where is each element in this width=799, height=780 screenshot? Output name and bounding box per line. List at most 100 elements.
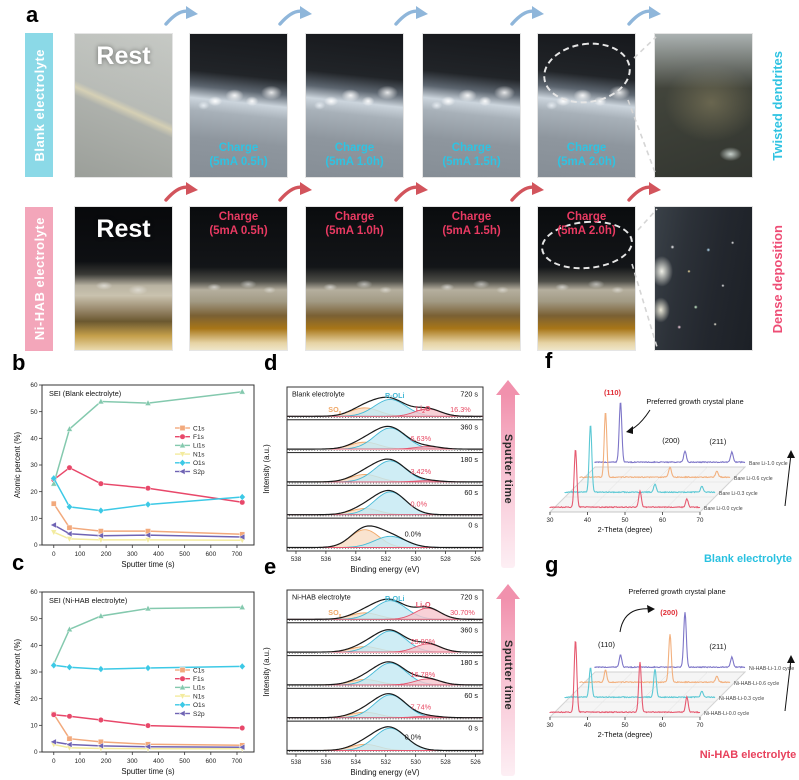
- micrograph-nihab-charge-15h: Charge (5mA 1.5h): [423, 207, 520, 350]
- micrograph-nihab-charge-05h: Charge (5mA 0.5h): [190, 207, 287, 350]
- marker-diamond: [238, 493, 246, 501]
- marker-triangle-up: [50, 480, 58, 487]
- marker-circle: [145, 485, 151, 492]
- marker-diamond: [97, 506, 105, 515]
- charge-step-arrowhead-icon: [186, 182, 198, 195]
- marker-square: [66, 524, 73, 531]
- sputter-time-label: Sputter time: [502, 433, 514, 505]
- peak-label-(110): (110): [604, 388, 622, 397]
- xrd-trace-label: Ni-HAB-Li-0.6 cycle: [734, 681, 779, 687]
- x-axis-label: 2-Theta (degree): [598, 525, 653, 534]
- micrograph-caption: Charge (5mA 1.0h): [325, 142, 384, 169]
- legend-label-F1s: F1s: [193, 434, 205, 441]
- x-tick-label: 530: [411, 759, 422, 766]
- legend-label-Li1s: Li1s: [193, 685, 206, 692]
- sputter-time-arrow: Sputter time: [496, 380, 520, 568]
- xps-blank: 720 s 16.3% 360 s 6.63% 180 s 3.42% 60 s 0.0% 0 …: [262, 386, 484, 574]
- micrograph-nihab-zoom: [655, 207, 752, 350]
- marker-square: [66, 735, 73, 742]
- legend-label-C1s: C1s: [193, 425, 205, 432]
- marker-circle: [97, 480, 104, 487]
- marker-triangle-left: [144, 743, 151, 750]
- sputter-time-label: Sputter time: [502, 639, 514, 711]
- arrow-up-icon: [496, 584, 520, 599]
- x-tick-label: 528: [440, 759, 451, 766]
- x-tick-label: 500: [179, 551, 190, 558]
- xps-percent: 16.3%: [450, 405, 471, 414]
- marker-triangle-up: [179, 683, 186, 691]
- xps-time-label: 0 s: [468, 521, 478, 530]
- xps-envelope: [287, 525, 483, 549]
- x-tick-label: 538: [291, 759, 302, 766]
- marker-triangle-left: [65, 530, 73, 538]
- peak-label-(211): (211): [709, 437, 726, 446]
- marker-diamond: [179, 701, 186, 709]
- legend-label-S2p: S2p: [193, 469, 205, 476]
- marker-square: [98, 528, 104, 534]
- micrograph-blank-zoom: [655, 34, 752, 177]
- xps-envelope: [287, 629, 483, 653]
- x-tick-label: 400: [153, 758, 164, 765]
- label-Li2O: Li2O: [416, 404, 431, 415]
- chart-sei-blank: 0 100 200 300 400 500 600 700 0 10 20 30 40 50 60 Sputt…: [13, 382, 255, 569]
- preferred-plane-annotation: Preferred growth crystal plane: [628, 587, 725, 596]
- xrd-floor-grid: [699, 671, 746, 718]
- charge-step-arrowhead-icon: [186, 6, 198, 19]
- x-axis-label: 2-Theta (degree): [598, 730, 653, 739]
- xps-percent: 23.90%: [410, 637, 435, 646]
- x-tick-label: 0: [52, 551, 56, 558]
- marker-triangle-left: [178, 468, 186, 475]
- x-tick-label: 538: [291, 556, 302, 563]
- x-tick-label: 50: [622, 722, 629, 729]
- charge-step-arrowhead-icon: [649, 182, 661, 195]
- y-tick-label: 50: [30, 409, 38, 416]
- peak-label-(110): (110): [598, 640, 615, 649]
- x-tick-label: 700: [232, 551, 243, 558]
- cycle-direction-arrow: [784, 658, 792, 712]
- panel-label-e: e: [264, 554, 277, 579]
- marker-triangle-left: [50, 738, 57, 746]
- xrd-floor-grid: [549, 466, 596, 513]
- xps-percent: 0.0%: [410, 500, 427, 509]
- charge-step-arrowhead-icon: [649, 6, 661, 19]
- micrograph-caption: Charge (5mA 1.5h): [442, 211, 501, 237]
- marker-circle: [66, 713, 73, 720]
- xps-percent: 30.70%: [450, 608, 475, 617]
- xps-percent: 0.0%: [405, 530, 422, 539]
- xrd-trace-Ni-HAB-Li-0.6 cycle: [579, 634, 731, 684]
- panel-label-f: f: [545, 348, 553, 373]
- zoom-connector-line: [633, 36, 657, 59]
- marker-diamond: [50, 661, 58, 670]
- legend-label-N1s: N1s: [193, 693, 205, 700]
- annotation-arrow-icon: [619, 608, 653, 633]
- xrd-trace-Ni-HAB-Li-0.3 cycle: [564, 667, 716, 699]
- panel-a-overlay: [164, 6, 661, 348]
- marker-triangle-up: [66, 625, 73, 632]
- marker-square: [179, 667, 186, 673]
- marker-circle: [179, 675, 186, 682]
- marker-triangle-up: [238, 603, 246, 610]
- y-tick-label: 0: [34, 749, 38, 756]
- y-tick-label: 30: [30, 462, 38, 469]
- marker-triangle-up: [179, 441, 186, 449]
- x-tick-label: 536: [321, 759, 332, 766]
- micrograph-blank-charge-05h: Charge (5mA 0.5h): [190, 34, 287, 177]
- micrograph-caption-rest: Rest: [96, 215, 151, 243]
- xrd-floor-grid: [587, 671, 633, 718]
- x-tick-label: 60: [659, 722, 666, 729]
- marker-triangle-up: [144, 399, 152, 406]
- x-tick-label: 532: [381, 759, 392, 766]
- xps-nihab: 720 s 30.70% 360 s 23.90% 180 s 16.78% 60 s 7.7…: [262, 589, 484, 777]
- xps-envelope: [287, 661, 483, 686]
- micrograph-blank-charge-20h: Charge (5mA 2.0h): [538, 34, 635, 177]
- xps-time-label: 360 s: [460, 625, 478, 634]
- marker-circle: [66, 464, 73, 471]
- xrd-floor-grid: [624, 671, 671, 718]
- y-tick-label: 40: [30, 643, 38, 650]
- y-tick-label: 10: [30, 516, 38, 523]
- xrd-trace-Ni-HAB-Li-0.0 cycle: [549, 641, 701, 714]
- x-tick-label: 40: [584, 517, 591, 524]
- xrd-trace-label: Bare Li-0.0 cycle: [704, 506, 743, 512]
- xps-percent: 16.78%: [410, 670, 435, 679]
